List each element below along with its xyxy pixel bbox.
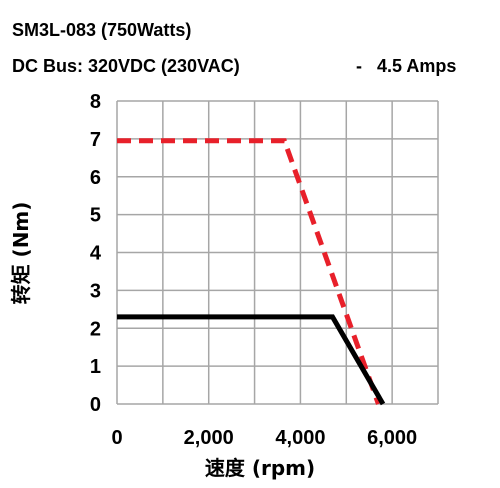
x-tick-label: 0 (111, 427, 122, 449)
chart-subtitle: DC Bus: 320VDC (230VAC) (12, 56, 240, 76)
x-axis-label: 速度 (rpm) (205, 456, 315, 480)
y-tick-label: 0 (90, 394, 101, 416)
chart-current-rating: - 4.5 Amps (356, 56, 457, 76)
y-axis-label: 转矩 (Nm) (9, 202, 33, 305)
tick-labels: 0 1 2 3 4 5 6 7 8 0 2,000 4,000 6,000 (90, 91, 417, 449)
y-tick-label: 8 (90, 91, 101, 113)
y-tick-label: 6 (90, 167, 101, 189)
continuous-torque-series-line (117, 314, 386, 406)
x-tick-label: 2,000 (184, 427, 234, 449)
y-tick-label: 4 (90, 243, 102, 265)
grid-lines (116, 100, 439, 405)
y-tick-label: 5 (90, 205, 101, 227)
y-tick-label: 1 (90, 356, 101, 378)
series-layer (117, 138, 386, 406)
y-tick-label: 3 (90, 280, 101, 302)
chart-title: SM3L-083 (750Watts) (12, 20, 192, 40)
x-tick-label: 6,000 (367, 427, 417, 449)
x-tick-label: 4,000 (275, 427, 325, 449)
y-tick-label: 2 (90, 318, 101, 340)
peak-torque-series-line (117, 138, 381, 405)
y-tick-label: 7 (90, 129, 101, 151)
